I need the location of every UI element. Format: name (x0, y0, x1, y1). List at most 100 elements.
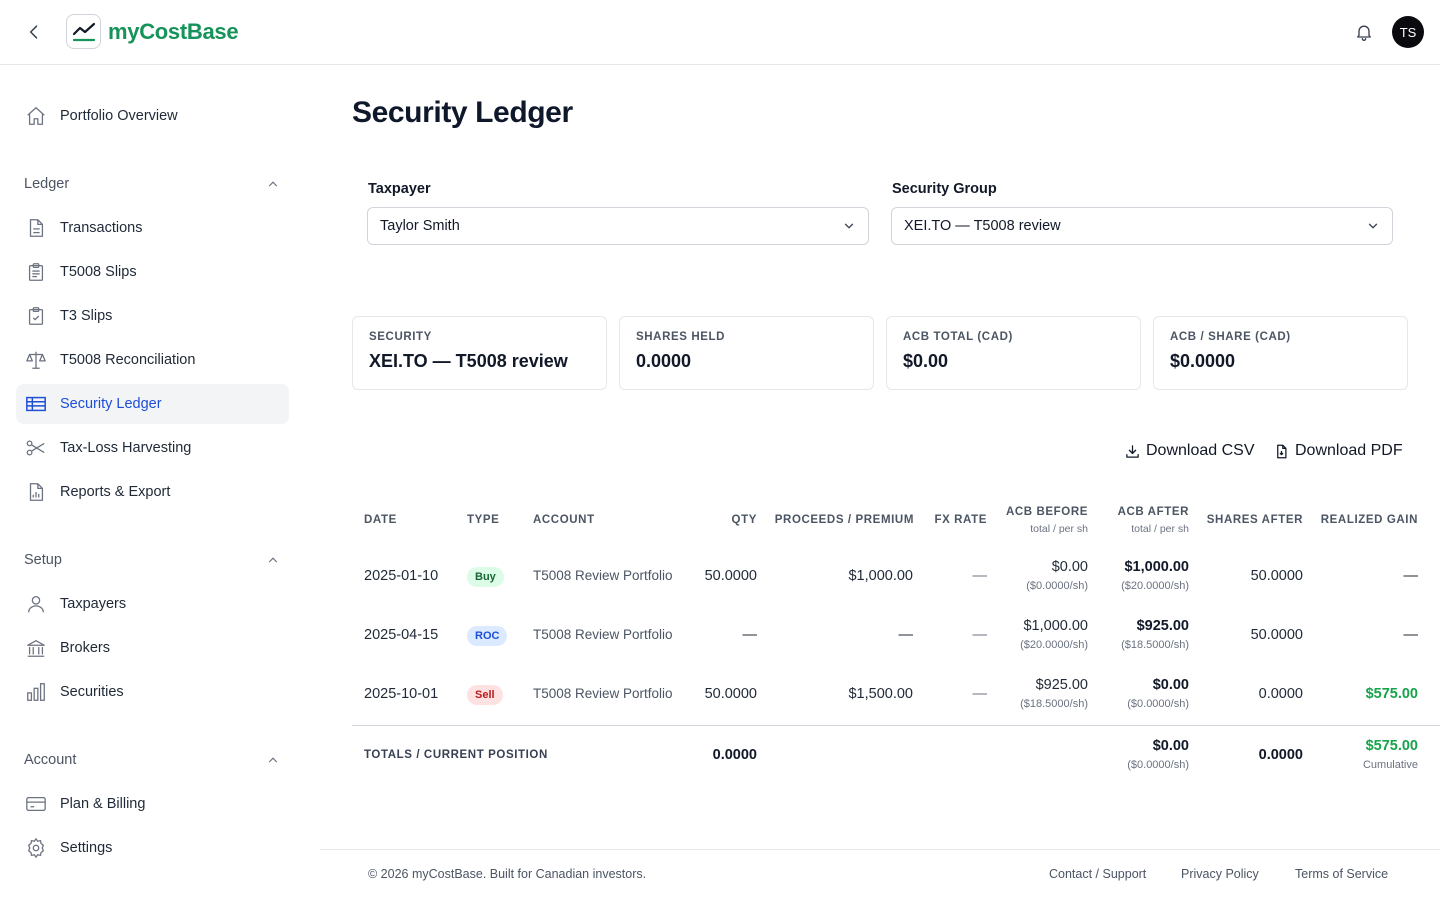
cell-fx-rate: — (972, 627, 988, 643)
taxpayer-select[interactable]: Taylor Smith (367, 207, 869, 245)
card-label: SECURITY (369, 331, 432, 343)
security-group-label: Security Group (892, 181, 997, 197)
sidebar-item-label: T5008 Reconciliation (60, 352, 196, 368)
download-pdf-button[interactable]: Download PDF (1273, 439, 1403, 463)
section-title: Ledger (24, 176, 70, 192)
sidebar-item-label: Taxpayers (60, 596, 127, 612)
col-header-date: DATE (364, 514, 397, 526)
card-value: $0.00 (903, 351, 949, 371)
section-toggle-setup[interactable]: Setup (24, 548, 280, 572)
cell-acb-before: $925.00 (1035, 677, 1088, 693)
bell-icon (1357, 25, 1371, 41)
sidebar-item-transactions[interactable]: Transactions (16, 208, 289, 248)
cell-acb-before: $0.00 (1051, 559, 1088, 575)
sidebar-item-brokers[interactable]: Brokers (16, 628, 289, 668)
cell-date: 2025-10-01 (364, 686, 439, 702)
file-pdf-icon (1273, 443, 1289, 459)
sidebar-item-tax-loss-harvesting[interactable]: Tax-Loss Harvesting (16, 428, 289, 468)
cell-shares-after: 50.0000 (1250, 627, 1303, 643)
sidebar-item-label: Security Ledger (60, 396, 162, 412)
type-badge-roc: ROC (467, 626, 508, 646)
card-label: ACB / SHARE (CAD) (1170, 331, 1291, 343)
brand-name: myCostBase (108, 18, 239, 44)
sidebar-item-label: Brokers (60, 640, 110, 656)
sidebar-item-t5008-slips[interactable]: T5008 Slips (16, 252, 289, 292)
cell-qty: 50.0000 (704, 686, 757, 702)
totals-acb-after: $0.00 (1152, 738, 1189, 754)
top-bar: myCostBase TS (0, 0, 1440, 65)
col-header-realized-gain: REALIZED GAIN (1320, 514, 1418, 526)
gear-icon (24, 836, 48, 860)
summary-card-acb-per-share: ACB / SHARE (CAD) $0.0000 (1153, 316, 1408, 390)
sidebar-item-plan-billing[interactable]: Plan & Billing (16, 784, 289, 824)
section-toggle-ledger[interactable]: Ledger (24, 172, 280, 196)
totals-realized-gain: $575.00 (1365, 738, 1418, 754)
sidebar-item-taxpayers[interactable]: Taxpayers (16, 584, 289, 624)
summary-card-acb-total: ACB TOTAL (CAD) $0.00 (886, 316, 1141, 390)
cell-proceeds: $1,000.00 (848, 568, 913, 584)
section-toggle-account[interactable]: Account (24, 748, 280, 772)
col-header-qty: QTY (731, 514, 757, 526)
security-group-select[interactable]: XEI.TO — T5008 review (891, 207, 1393, 245)
sidebar-item-security-ledger[interactable]: Security Ledger (16, 384, 289, 424)
card-label: ACB TOTAL (CAD) (903, 331, 1013, 343)
cell-realized-gain: — (1403, 568, 1419, 584)
totals-acb-after-per-share: ($0.0000/sh) (1127, 759, 1189, 771)
download-csv-button[interactable]: Download CSV (1124, 439, 1255, 463)
cell-acb-after: $0.00 (1152, 677, 1189, 693)
sidebar-item-label: T5008 Slips (60, 264, 137, 280)
col-header-type: TYPE (467, 514, 500, 526)
cell-acb-after-per-share: ($0.0000/sh) (1127, 698, 1189, 710)
credit-card-icon (24, 792, 48, 816)
footer-link-privacy[interactable]: Privacy Policy (1181, 867, 1259, 881)
scissors-icon (24, 436, 48, 460)
brand-logo[interactable]: myCostBase (66, 14, 239, 49)
sidebar-item-label: Plan & Billing (60, 796, 146, 812)
cell-qty: — (742, 627, 758, 643)
back-button[interactable] (22, 20, 46, 44)
cell-acb-after: $925.00 (1136, 618, 1189, 634)
user-avatar[interactable]: TS (1392, 16, 1424, 48)
sidebar-item-label: Securities (60, 684, 124, 700)
sidebar-item-label: Reports & Export (60, 484, 171, 500)
sidebar-item-t3-slips[interactable]: T3 Slips (16, 296, 289, 336)
download-csv-label: Download CSV (1146, 442, 1255, 459)
cell-acb-after-per-share: ($18.5000/sh) (1121, 639, 1189, 651)
footer-link-contact[interactable]: Contact / Support (1049, 867, 1147, 881)
footer-link-terms[interactable]: Terms of Service (1295, 867, 1389, 881)
sidebar-item-portfolio-overview[interactable]: Portfolio Overview (16, 96, 289, 136)
card-value: XEI.TO — T5008 review (369, 351, 568, 371)
totals-label: TOTALS / CURRENT POSITION (364, 749, 548, 761)
col-header-fx-rate: FX RATE (934, 514, 987, 526)
download-icon (1124, 443, 1140, 459)
notifications-button[interactable] (1352, 20, 1376, 44)
sidebar-item-t5008-reconciliation[interactable]: T5008 Reconciliation (16, 340, 289, 380)
col-header-proceeds: PROCEEDS / PREMIUM (774, 514, 914, 526)
card-label: SHARES HELD (636, 331, 726, 343)
section-title: Account (24, 752, 77, 768)
taxpayer-select-value: Taylor Smith (380, 218, 460, 234)
cell-acb-before-per-share: ($0.0000/sh) (1026, 580, 1088, 592)
cell-account: T5008 Review Portfolio (533, 568, 673, 583)
copyright-text: © 2026 myCostBase. Built for Canadian in… (368, 867, 647, 881)
type-badge-buy: Buy (467, 567, 504, 587)
sidebar-item-settings[interactable]: Settings (16, 828, 289, 868)
sidebar: Portfolio Overview Ledger Transactions T… (0, 65, 305, 900)
cell-shares-after: 0.0000 (1258, 686, 1303, 702)
clipboard-list-icon (24, 260, 48, 284)
cell-acb-after: $1,000.00 (1124, 559, 1189, 575)
bar-chart-icon (24, 680, 48, 704)
summary-card-shares-held: SHARES HELD 0.0000 (619, 316, 874, 390)
chart-trend-icon (66, 14, 101, 49)
footer: © 2026 myCostBase. Built for Canadian in… (320, 849, 1440, 900)
col-subheader-acb-after: total / per sh (1131, 523, 1189, 535)
col-header-account: ACCOUNT (533, 514, 595, 526)
summary-card-security: SECURITY XEI.TO — T5008 review (352, 316, 607, 390)
cell-acb-before: $1,000.00 (1023, 618, 1088, 634)
user-icon (24, 592, 48, 616)
sidebar-item-securities[interactable]: Securities (16, 672, 289, 712)
cell-realized-gain: $575.00 (1365, 686, 1418, 702)
sidebar-item-reports-export[interactable]: Reports & Export (16, 472, 289, 512)
cell-acb-before-per-share: ($18.5000/sh) (1020, 698, 1088, 710)
security-group-select-value: XEI.TO — T5008 review (904, 218, 1061, 234)
